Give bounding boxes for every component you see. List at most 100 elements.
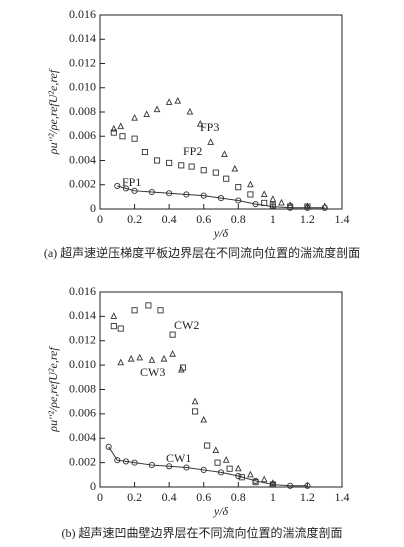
point bbox=[166, 463, 173, 470]
x-tick-label: 1.2 bbox=[300, 212, 315, 226]
point bbox=[145, 302, 152, 309]
series-line bbox=[108, 446, 308, 487]
point bbox=[157, 307, 164, 314]
y-tick-label: 0 bbox=[90, 479, 96, 493]
x-tick-label: 0.8 bbox=[231, 212, 246, 226]
point bbox=[148, 356, 156, 363]
point bbox=[183, 191, 190, 198]
point bbox=[252, 479, 259, 486]
point bbox=[131, 135, 138, 142]
series-label: FP3 bbox=[200, 120, 219, 134]
point bbox=[169, 331, 176, 338]
y-axis-label: ρu′′²/ρe,refU²e,ref bbox=[46, 346, 60, 433]
point bbox=[174, 96, 182, 104]
point bbox=[223, 175, 230, 182]
point bbox=[117, 122, 125, 130]
point bbox=[204, 442, 211, 449]
point bbox=[261, 199, 268, 206]
series-label: FP2 bbox=[183, 144, 202, 158]
y-tick-label: 0 bbox=[90, 201, 96, 215]
point bbox=[200, 167, 207, 174]
x-axis-label: y/δ bbox=[213, 504, 229, 518]
point bbox=[207, 138, 214, 145]
point bbox=[148, 462, 155, 469]
y-tick-label: 0.002 bbox=[69, 454, 96, 468]
point bbox=[177, 365, 185, 373]
series-label: CW3 bbox=[140, 365, 165, 379]
point bbox=[192, 408, 199, 415]
point bbox=[122, 458, 129, 465]
y-tick-label: 0.010 bbox=[69, 80, 96, 94]
point bbox=[234, 464, 242, 472]
point bbox=[231, 164, 239, 172]
point bbox=[196, 120, 204, 127]
point bbox=[260, 475, 268, 483]
point bbox=[105, 443, 112, 450]
y-tick-label: 0.004 bbox=[69, 430, 96, 444]
point bbox=[247, 470, 254, 478]
y-axis-label: ρu′′²/ρe,refU²e,ref bbox=[46, 68, 60, 155]
point bbox=[247, 180, 254, 188]
y-tick-label: 0.006 bbox=[69, 406, 96, 420]
x-tick-label: 1.4 bbox=[335, 490, 350, 504]
point bbox=[117, 325, 124, 332]
point bbox=[165, 98, 173, 105]
point bbox=[131, 187, 138, 194]
point bbox=[160, 354, 168, 362]
series-line bbox=[117, 185, 325, 209]
point bbox=[186, 107, 194, 115]
point bbox=[131, 113, 138, 121]
point bbox=[141, 148, 148, 156]
x-tick-label: 0.2 bbox=[127, 490, 142, 504]
caption: (a) 超声速逆压梯度平板边界层在不同流向位置的湍流度剖面 bbox=[44, 245, 360, 260]
point bbox=[117, 358, 125, 366]
y-tick-label: 0.014 bbox=[69, 308, 96, 322]
x-tick-label: 1 bbox=[270, 490, 276, 504]
point bbox=[221, 150, 228, 157]
point bbox=[238, 474, 245, 481]
point bbox=[287, 482, 294, 489]
point bbox=[217, 195, 225, 202]
caption: (b) 超声速凹曲壁边界层在不同流向位置的湍流度剖面 bbox=[62, 525, 343, 540]
point bbox=[131, 459, 138, 466]
y-tick-label: 0.014 bbox=[69, 31, 96, 45]
point bbox=[212, 169, 219, 176]
plot-frame bbox=[99, 291, 343, 488]
y-tick-label: 0.002 bbox=[69, 177, 96, 191]
y-tick-label: 0.006 bbox=[69, 128, 96, 142]
point bbox=[200, 192, 207, 199]
y-tick-label: 0.012 bbox=[69, 55, 96, 69]
series-label: CW2 bbox=[174, 318, 199, 332]
y-tick-label: 0.012 bbox=[69, 333, 96, 347]
point bbox=[278, 198, 285, 206]
x-tick-label: 1.4 bbox=[335, 212, 350, 226]
x-axis-label: y/δ bbox=[213, 226, 229, 240]
point bbox=[269, 202, 276, 209]
point bbox=[200, 415, 208, 423]
point bbox=[178, 162, 185, 169]
series-label: CW1 bbox=[166, 451, 191, 465]
point bbox=[127, 354, 135, 362]
point bbox=[114, 457, 121, 464]
x-tick-label: 0.4 bbox=[162, 490, 177, 504]
point bbox=[260, 190, 268, 198]
y-tick-label: 0.008 bbox=[69, 381, 96, 395]
y-tick-label: 0.010 bbox=[69, 357, 96, 371]
x-tick-label: 0.4 bbox=[162, 212, 177, 226]
point bbox=[252, 201, 259, 208]
point bbox=[235, 472, 242, 480]
point bbox=[222, 456, 230, 463]
point bbox=[136, 353, 144, 361]
x-tick-label: 0.6 bbox=[196, 212, 211, 226]
x-tick-label: 0.2 bbox=[127, 212, 142, 226]
x-tick-label: 1 bbox=[270, 212, 276, 226]
point bbox=[321, 202, 329, 210]
chart: 0 0.002 0.004 0.006 0.008 0.010 0.012 0.014 0.01… bbox=[46, 284, 350, 540]
point bbox=[191, 397, 199, 405]
point bbox=[269, 479, 277, 486]
x-tick-label: 0 bbox=[97, 490, 103, 504]
x-tick-label: 0.8 bbox=[231, 490, 246, 504]
y-tick-label: 0.004 bbox=[69, 152, 96, 166]
point bbox=[183, 464, 190, 471]
